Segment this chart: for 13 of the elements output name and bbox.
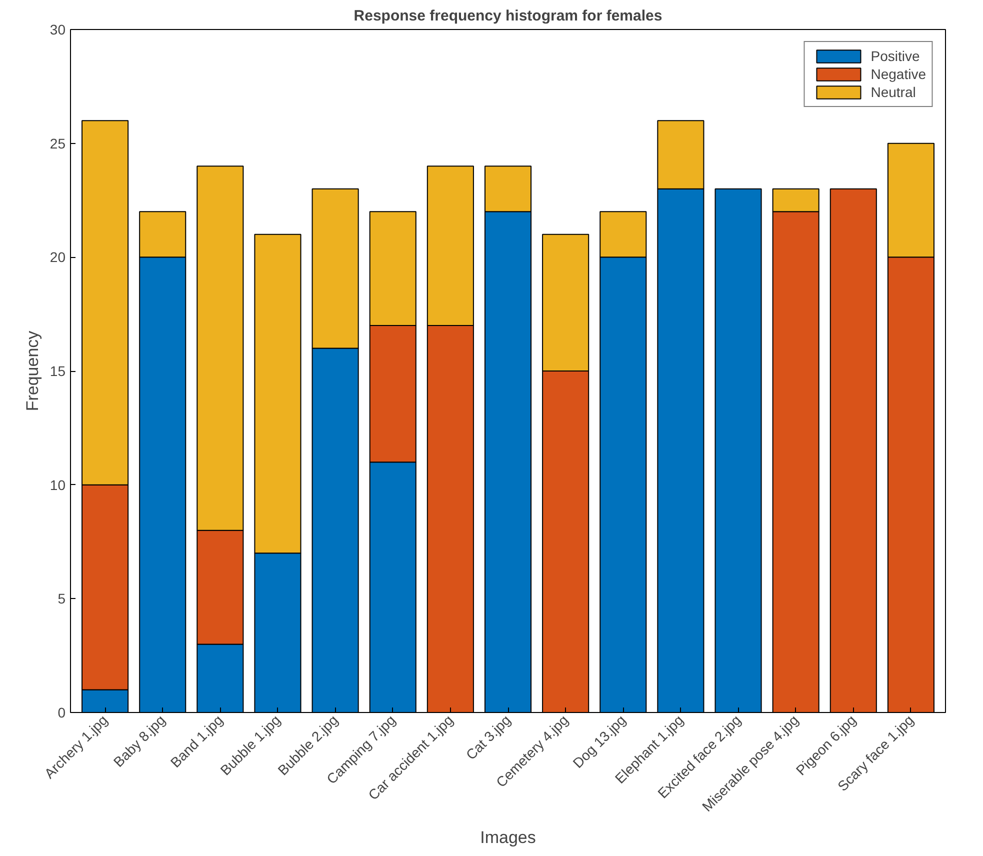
legend-label: Neutral: [870, 84, 916, 100]
y-tick-label: 15: [50, 363, 66, 379]
x-axis-title: Images: [480, 828, 536, 848]
chart-title: Response frequency histogram for females: [354, 8, 662, 24]
y-tick-label: 30: [50, 22, 66, 38]
legend-label: Positive: [870, 48, 920, 64]
y-tick-label: 0: [58, 704, 66, 720]
legend-label: Negative: [870, 66, 926, 82]
y-tick-label: 20: [50, 249, 66, 266]
y-tick-label: 25: [50, 135, 66, 152]
y-tick-label: 10: [50, 476, 66, 493]
y-tick-label: 5: [58, 590, 66, 607]
y-axis-title: Frequency: [22, 330, 42, 412]
